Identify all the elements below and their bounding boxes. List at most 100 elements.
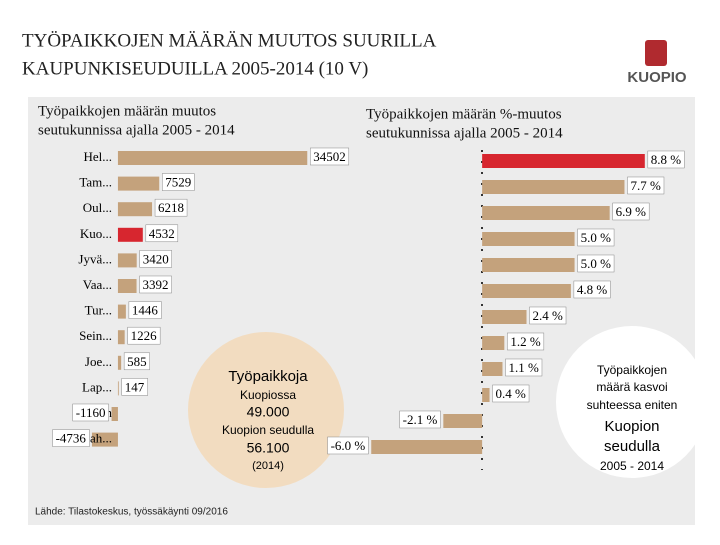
category-label: Tur... bbox=[85, 303, 112, 318]
title-line: KAUPUNKISEUDUILLA 2005-2014 (10 V) bbox=[22, 58, 368, 79]
logo-text: KUOPIO bbox=[627, 69, 687, 86]
value-label: 585 bbox=[127, 354, 147, 369]
value-label: 6.9 % bbox=[616, 204, 647, 219]
value-label-box bbox=[327, 436, 369, 455]
bar bbox=[117, 202, 153, 217]
bar bbox=[482, 284, 571, 298]
bar bbox=[117, 176, 160, 191]
callout-text: Kuopion bbox=[604, 418, 659, 435]
value-label-box bbox=[154, 198, 188, 217]
category-label: Kuo... bbox=[80, 226, 112, 241]
bar bbox=[482, 258, 575, 272]
bar bbox=[443, 414, 483, 428]
category-label: Vaa... bbox=[83, 277, 112, 292]
value-label: 4.8 % bbox=[577, 282, 608, 297]
bar bbox=[117, 227, 143, 242]
value-label-box bbox=[577, 254, 615, 273]
category-label: Hel... bbox=[83, 149, 112, 164]
bar bbox=[117, 355, 122, 370]
chart-title: Työpaikkojen määrän muutos bbox=[38, 103, 216, 119]
callout-text: 2005 - 2014 bbox=[600, 459, 664, 473]
callout-text: 56.100 bbox=[247, 440, 290, 456]
callout-text: suhteessa eniten bbox=[587, 398, 678, 412]
value-label: 1226 bbox=[131, 328, 158, 343]
value-label: 34502 bbox=[313, 149, 346, 164]
value-label: 7.7 % bbox=[630, 178, 661, 193]
chart-title: seutukunnissa ajalla 2005 - 2014 bbox=[366, 125, 563, 141]
value-label: 2.4 % bbox=[533, 308, 564, 323]
value-label: 5.0 % bbox=[581, 256, 612, 271]
value-label-box bbox=[505, 358, 543, 377]
value-label-box bbox=[573, 280, 611, 299]
logo: KUOPIO bbox=[627, 40, 687, 86]
category-label: Joe... bbox=[85, 354, 112, 369]
value-label-box bbox=[310, 147, 350, 166]
value-label-box bbox=[612, 202, 650, 221]
value-label: 7529 bbox=[165, 175, 191, 190]
value-label-box bbox=[529, 306, 567, 325]
value-label-box bbox=[139, 250, 172, 268]
bar bbox=[111, 407, 118, 421]
value-label-box bbox=[72, 403, 109, 422]
value-label-box bbox=[577, 228, 615, 247]
bar bbox=[91, 432, 118, 447]
category-label: Jyvä... bbox=[78, 251, 112, 266]
value-label: 4532 bbox=[149, 226, 175, 241]
value-label-box bbox=[139, 275, 172, 294]
value-label: 3420 bbox=[143, 251, 169, 266]
bar bbox=[117, 304, 126, 319]
chart-title: Työpaikkojen määrän %-muutos bbox=[366, 106, 562, 122]
value-label-box bbox=[52, 429, 90, 447]
callout-text: Työpaikkoja bbox=[228, 368, 308, 385]
bar bbox=[117, 253, 137, 268]
value-label: 8.8 % bbox=[651, 152, 682, 167]
callout-text: (2014) bbox=[252, 460, 284, 472]
value-label: 0.4 % bbox=[496, 386, 527, 401]
value-label: 3392 bbox=[143, 277, 169, 292]
value-label: 1.2 % bbox=[510, 334, 541, 349]
value-label: 1446 bbox=[132, 303, 159, 318]
category-label: Sein... bbox=[79, 328, 112, 343]
value-label-box bbox=[399, 410, 441, 429]
value-label-box bbox=[627, 176, 665, 195]
bar bbox=[117, 151, 308, 165]
callout-circle bbox=[188, 332, 344, 488]
value-label-box bbox=[507, 332, 545, 351]
callout-text: määrä kasvoi bbox=[596, 380, 667, 394]
callout-circle bbox=[556, 326, 708, 478]
value-label: 5.0 % bbox=[581, 230, 612, 245]
value-label: 6218 bbox=[158, 200, 184, 215]
value-label: -6.0 % bbox=[331, 438, 366, 453]
value-label-box bbox=[123, 352, 150, 371]
value-label-box bbox=[162, 173, 195, 191]
bar bbox=[482, 336, 505, 350]
bar bbox=[371, 440, 483, 454]
bar bbox=[482, 310, 527, 324]
bar bbox=[117, 279, 137, 293]
value-label: 147 bbox=[125, 379, 145, 394]
callout-text: Kuopion seudulla bbox=[222, 423, 314, 437]
category-label: Lap... bbox=[82, 379, 112, 394]
bar bbox=[117, 330, 125, 345]
callout-text: Työpaikkojen bbox=[597, 363, 667, 377]
callout-text: Kuopiossa bbox=[240, 388, 296, 402]
value-label: -1160 bbox=[76, 405, 106, 420]
value-label-box bbox=[127, 326, 161, 345]
category-label: Oul... bbox=[83, 200, 112, 215]
value-label-box bbox=[121, 378, 148, 396]
logo-shield bbox=[645, 40, 667, 66]
bar bbox=[117, 381, 119, 396]
value-label-box bbox=[492, 384, 530, 403]
category-label: Tam... bbox=[79, 175, 112, 190]
callout-text: 49.000 bbox=[247, 404, 290, 420]
value-label-box bbox=[128, 301, 162, 319]
value-label: -2.1 % bbox=[403, 412, 438, 427]
value-label: 1.1 % bbox=[508, 360, 539, 375]
chart-title: seutukunnissa ajalla 2005 - 2014 bbox=[38, 122, 235, 138]
bar bbox=[482, 232, 575, 246]
bar bbox=[482, 388, 490, 402]
value-label-box bbox=[145, 224, 179, 243]
source: Lähde: Tilastokeskus, työssäkäynti 09/20… bbox=[35, 507, 228, 518]
value-label: -4736 bbox=[56, 431, 87, 446]
